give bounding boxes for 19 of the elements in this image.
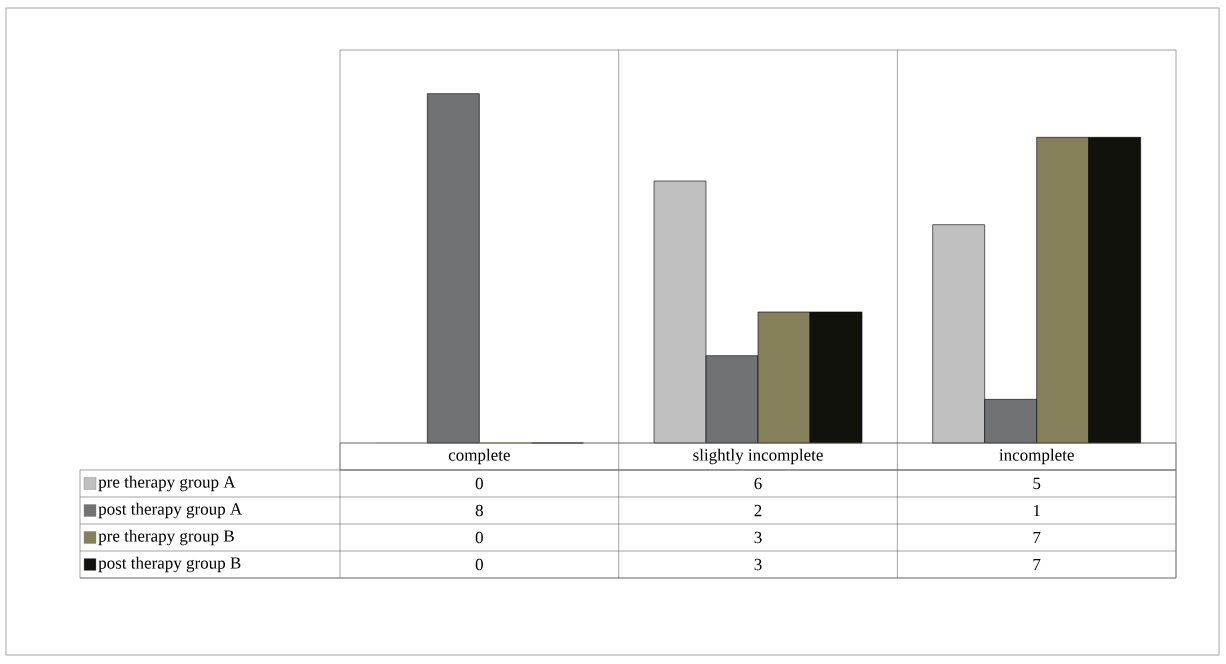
data-label: 0 [475, 477, 483, 490]
data-label: 6 [754, 477, 762, 490]
data-label: 7 [1033, 531, 1041, 544]
x-tick-label: slightly incomplete [693, 448, 823, 465]
data-label: 0 [475, 531, 483, 544]
data-label: 0 [475, 558, 483, 571]
legend-label: post therapy group A [98, 502, 243, 519]
data-label: 1 [1033, 504, 1040, 517]
data-label: 5 [1033, 477, 1041, 490]
legend-label: pre therapy group A [98, 475, 236, 492]
data-label: 8 [475, 504, 483, 517]
legend-label: post therapy group B [98, 556, 241, 573]
data-label: 3 [754, 531, 762, 544]
legend-label: pre therapy group B [98, 529, 234, 546]
x-tick-label: incomplete [999, 448, 1074, 465]
data-label: 3 [754, 558, 762, 571]
data-label: 7 [1033, 558, 1041, 571]
x-tick-label: complete [448, 448, 510, 465]
data-label: 2 [754, 504, 762, 517]
